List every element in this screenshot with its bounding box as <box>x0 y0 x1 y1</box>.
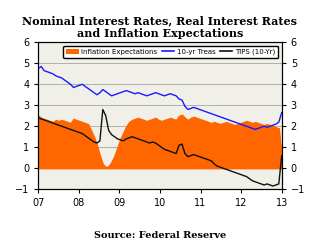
Text: Source: Federal Reserve: Source: Federal Reserve <box>94 231 226 240</box>
Legend: Inflation Expectations, 10-yr Treas, TIPS (10-Yr): Inflation Expectations, 10-yr Treas, TIP… <box>63 46 278 58</box>
Title: Nominal Interest Rates, Real Interest Rates
and Inflation Expectations: Nominal Interest Rates, Real Interest Ra… <box>22 15 298 39</box>
